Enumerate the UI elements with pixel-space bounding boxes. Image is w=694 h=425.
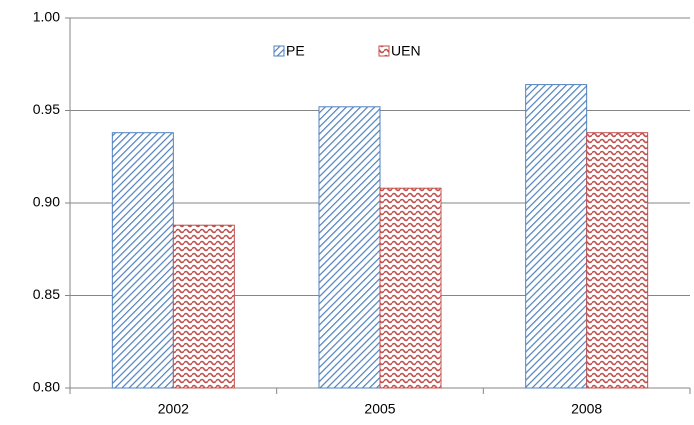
- legend-label: UEN: [391, 43, 421, 59]
- y-tick-label: 0.95: [33, 101, 60, 117]
- legend-swatch: [378, 45, 390, 57]
- bar: [525, 84, 588, 389]
- bar: [172, 224, 235, 389]
- y-tick-label: 0.90: [33, 194, 60, 210]
- y-tick-label: 0.80: [33, 379, 60, 395]
- bar: [318, 106, 381, 389]
- y-tick-label: 1.00: [33, 9, 60, 25]
- y-tick-label: 0.85: [33, 286, 60, 302]
- bar: [111, 132, 174, 389]
- x-tick-label: 2008: [571, 401, 602, 417]
- legend-label: PE: [286, 43, 305, 59]
- x-tick-label: 2005: [364, 401, 395, 417]
- legend-swatch: [273, 45, 285, 57]
- bar: [379, 187, 442, 389]
- bar: [586, 132, 649, 389]
- x-tick-label: 2002: [158, 401, 189, 417]
